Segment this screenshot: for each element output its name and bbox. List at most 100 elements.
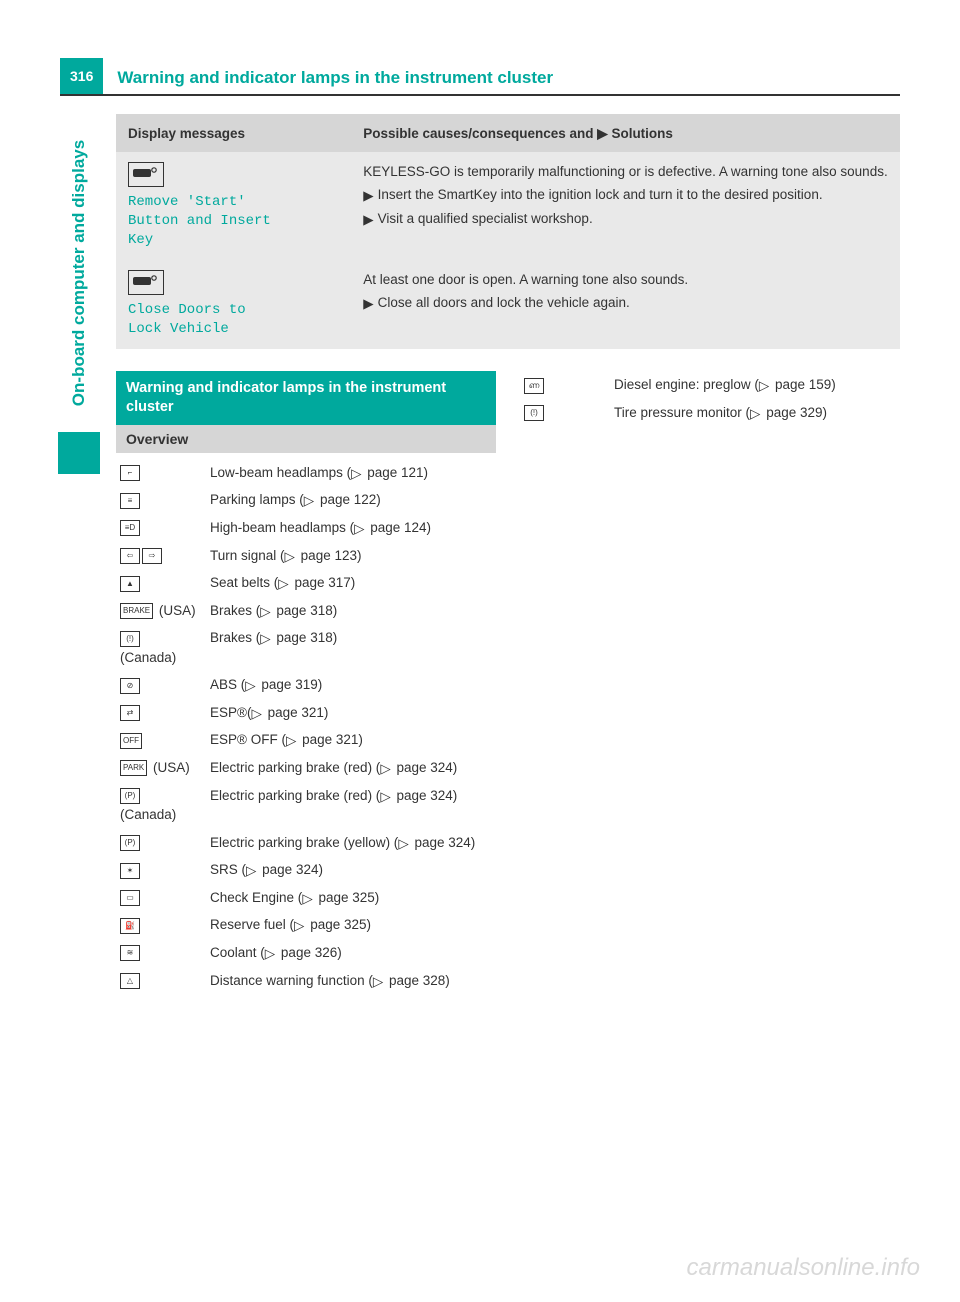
lamps-table-right: ണ Diesel engine: preglow (▷ page 159)(!)T… — [520, 371, 900, 426]
lamp-icon: ≋ — [120, 945, 140, 961]
lamp-row: ≋ Coolant (▷ page 326) — [116, 939, 496, 967]
lamps-table-left: ⌐Low-beam headlamps (▷ page 121)≡Parking… — [116, 459, 496, 994]
page-number: 316 — [60, 58, 103, 94]
two-column-layout: Warning and indicator lamps in the instr… — [116, 371, 900, 994]
right-column: ണ Diesel engine: preglow (▷ page 159)(!)T… — [520, 371, 900, 994]
lamp-desc: Check Engine (▷ page 325) — [206, 884, 496, 912]
lamp-row: ▭Check Engine (▷ page 325) — [116, 884, 496, 912]
triangle-icon: ▶ — [363, 294, 373, 314]
lamp-row: ▲Seat belts (▷ page 317) — [116, 569, 496, 597]
page-ref-icon: ▷ — [750, 404, 760, 424]
lamp-row: OFFESP® OFF (▷ page 321) — [116, 726, 496, 754]
lamp-icon: ✶ — [120, 863, 140, 879]
triangle-icon: ▶ — [363, 210, 373, 230]
lamp-icon-cell: ✶ — [116, 856, 206, 884]
lamp-icon-cell: ണ — [520, 371, 610, 399]
page-ref-icon: ▷ — [260, 602, 270, 622]
side-tab: On-board computer and displays — [58, 114, 100, 474]
lamp-row: ≡DHigh-beam headlamps (▷ page 124) — [116, 514, 496, 542]
lamp-region: (Canada) — [120, 807, 176, 822]
lamp-region: (Canada) — [120, 650, 176, 665]
lamp-icon: (!) — [120, 631, 140, 647]
msg-bullet: ▶ Close all doors and lock the vehicle ag… — [363, 293, 888, 313]
msg-cell-left: Remove 'Start' Button and Insert Key — [116, 152, 351, 260]
msg-intro: At least one door is open. A warning ton… — [363, 270, 888, 290]
lamp-icon: ≡D — [120, 520, 140, 536]
lamp-row: ≡ Parking lamps (▷ page 122) — [116, 486, 496, 514]
lamp-icon: ണ — [524, 378, 544, 394]
th-solutions-prefix: Possible causes/consequences and — [363, 126, 597, 141]
lamp-icon: (P) — [120, 835, 140, 851]
lamp-icon: ≡ — [120, 493, 140, 509]
page-ref-icon: ▷ — [265, 944, 275, 964]
lamp-row: ⇄ESP®(▷ page 321) — [116, 699, 496, 727]
key-icon — [128, 270, 164, 296]
left-column: Warning and indicator lamps in the instr… — [116, 371, 496, 994]
section-title-bar: Warning and indicator lamps in the instr… — [116, 371, 496, 425]
lamp-row: (!) (Canada)Brakes (▷ page 318) — [116, 624, 496, 671]
lamp-desc: Tire pressure monitor (▷ page 329) — [610, 399, 900, 427]
lamp-icon-cell: BRAKE (USA) — [116, 597, 206, 625]
lamp-row: (P) (Canada)Electric parking brake (red)… — [116, 782, 496, 829]
page-ref-icon: ▷ — [260, 629, 270, 649]
table-header-row: Display messages Possible causes/consequ… — [116, 114, 900, 152]
lamp-row: ⇦⇨Turn signal (▷ page 123) — [116, 542, 496, 570]
table-row: Close Doors to Lock Vehicle At least one … — [116, 260, 900, 349]
page-ref-icon: ▷ — [294, 916, 304, 936]
lamp-icon-cell: ⛽ — [116, 911, 206, 939]
display-message-text: Close Doors to Lock Vehicle — [128, 301, 339, 339]
lamp-desc: Brakes (▷ page 318) — [206, 624, 496, 671]
side-tab-text-wrap: On-board computer and displays — [58, 114, 100, 432]
lamp-desc: Brakes (▷ page 318) — [206, 597, 496, 625]
lamp-desc: Turn signal (▷ page 123) — [206, 542, 496, 570]
lamp-icon-cell: (!) — [520, 399, 610, 427]
lamp-desc: Electric parking brake (red) (▷ page 324… — [206, 754, 496, 782]
side-tab-block — [58, 432, 100, 474]
lamp-row: ✶SRS (▷ page 324) — [116, 856, 496, 884]
overview-heading: Overview — [116, 425, 496, 453]
lamp-icon: ⛽ — [120, 918, 140, 934]
lamp-region: (USA) — [155, 603, 196, 618]
lamp-icon-cell: (!) (Canada) — [116, 624, 206, 671]
page-ref-icon: ▷ — [351, 464, 361, 484]
lamp-row: (!)Tire pressure monitor (▷ page 329) — [520, 399, 900, 427]
lamp-row: △Distance warning function (▷ page 328) — [116, 967, 496, 995]
page-ref-icon: ▷ — [278, 574, 288, 594]
msg-bullet: ▶ Insert the SmartKey into the ignition l… — [363, 185, 888, 205]
lamp-icon: OFF — [120, 733, 142, 749]
lamp-row: ⊘ABS (▷ page 319) — [116, 671, 496, 699]
lamp-icon: ⇦ — [120, 548, 140, 564]
lamp-icon-cell: ⇦⇨ — [116, 542, 206, 570]
page-ref-icon: ▷ — [285, 547, 295, 567]
th-solutions: Possible causes/consequences and ▶ Solut… — [351, 114, 900, 152]
key-icon — [128, 162, 164, 188]
lamp-icon-cell: ≋ — [116, 939, 206, 967]
lamp-desc: Diesel engine: preglow (▷ page 159) — [610, 371, 900, 399]
watermark-text: carmanualsonline.info — [687, 1254, 920, 1282]
msg-bullet: ▶ Visit a qualified specialist workshop. — [363, 209, 888, 229]
lamp-icon: ⊘ — [120, 678, 140, 694]
page-ref-icon: ▷ — [302, 889, 312, 909]
lamp-region: (USA) — [149, 760, 190, 775]
triangle-icon: ▶ — [363, 186, 373, 206]
lamp-icon-cell: ▭ — [116, 884, 206, 912]
bullet-text: Visit a qualified specialist workshop. — [378, 211, 593, 226]
main-content: Display messages Possible causes/consequ… — [116, 114, 900, 994]
lamp-icon: (P) — [120, 788, 140, 804]
bullet-text: Close all doors and lock the vehicle aga… — [378, 295, 630, 310]
msg-cell-right: KEYLESS-GO is temporarily malfunctioning… — [351, 152, 900, 260]
lamp-row: ⛽Reserve fuel (▷ page 325) — [116, 911, 496, 939]
header-title: Warning and indicator lamps in the instr… — [103, 68, 553, 94]
side-tab-text: On-board computer and displays — [69, 140, 89, 406]
msg-cell-left: Close Doors to Lock Vehicle — [116, 260, 351, 349]
lamp-icon: ⇄ — [120, 705, 140, 721]
lamp-icon-cell: ≡ — [116, 486, 206, 514]
lamp-desc: Coolant (▷ page 326) — [206, 939, 496, 967]
page-ref-icon: ▷ — [246, 861, 256, 881]
lamp-desc: Parking lamps (▷ page 122) — [206, 486, 496, 514]
page-ref-icon: ▷ — [398, 834, 408, 854]
bullet-text: Insert the SmartKey into the ignition lo… — [378, 187, 823, 202]
page-ref-icon: ▷ — [759, 376, 769, 396]
lamp-icon-cell: △ — [116, 967, 206, 995]
page-ref-icon: ▷ — [251, 704, 261, 724]
